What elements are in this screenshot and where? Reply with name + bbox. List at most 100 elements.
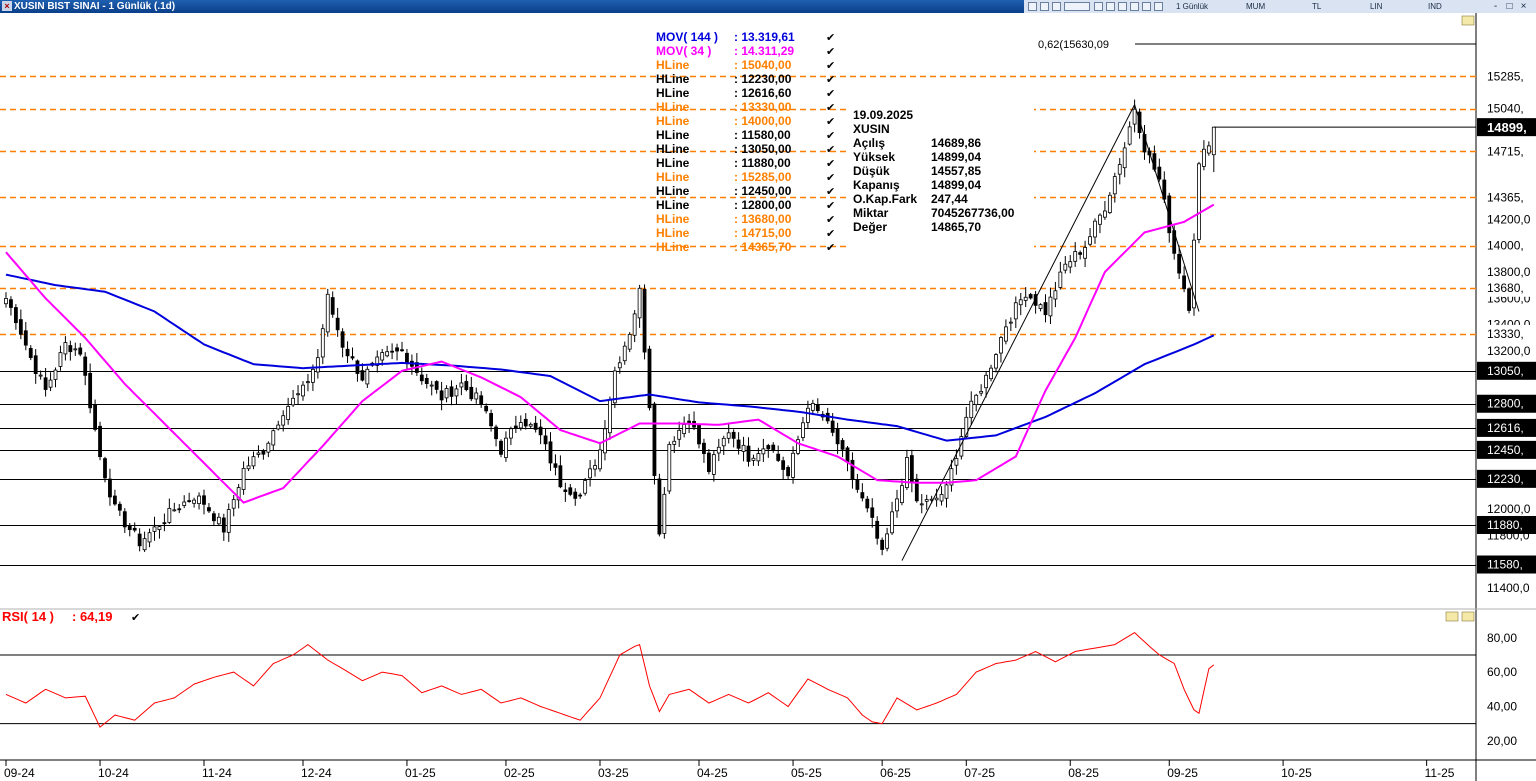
candle-body (741, 444, 746, 452)
candle-body (766, 445, 771, 450)
candle-body (78, 347, 83, 355)
candle-body (1211, 126, 1216, 156)
candle-body (1093, 220, 1097, 238)
candle-body (113, 495, 117, 505)
period-selector[interactable]: 1 Günlük (1176, 2, 1209, 11)
candle-body (122, 511, 127, 528)
candle-body (1167, 195, 1172, 234)
candle-body (528, 423, 533, 427)
candle-body (306, 381, 310, 384)
x-tick-label: 10-24 (98, 766, 129, 780)
candle-body (360, 370, 365, 381)
candle-body (776, 453, 781, 461)
info-symbol: XUSIN (853, 122, 890, 136)
legend-label: HLine (656, 156, 690, 170)
candle-body (608, 399, 612, 434)
candle-body (1177, 253, 1182, 274)
x-tick-label: 10-25 (1281, 766, 1312, 780)
candle-body (251, 456, 256, 467)
close-button[interactable]: × (1520, 1, 1527, 12)
trendline-down (1134, 104, 1200, 312)
info-key: Değer (853, 220, 887, 234)
candle-body (157, 526, 162, 530)
candle-body (1107, 194, 1112, 214)
candle-body (197, 495, 201, 505)
rsi-tick-label: 20,00 (1487, 734, 1517, 748)
line-icon[interactable] (1106, 2, 1115, 11)
candle-body (627, 334, 632, 350)
zoom-icon[interactable] (1040, 2, 1049, 11)
mov34-line (5, 203, 1215, 504)
x-tick-label: 07-25 (964, 766, 995, 780)
candle-body (1103, 210, 1107, 218)
candle-body (835, 428, 840, 445)
candle-body (459, 382, 464, 388)
candle-body (756, 453, 761, 462)
candle-body (563, 489, 568, 492)
legend-check-icon: ✔ (826, 32, 835, 44)
candle-body (375, 356, 380, 366)
candle-body (969, 400, 974, 419)
dropdown-icon[interactable] (1154, 2, 1163, 11)
channel-icon[interactable] (1130, 2, 1139, 11)
info-key: Miktar (853, 206, 889, 220)
candle-body (721, 437, 726, 447)
close-icon[interactable]: × (2, 1, 12, 11)
x-tick-label: 04-25 (697, 766, 728, 780)
candle-body (573, 491, 578, 499)
legend-label: HLine (656, 128, 690, 142)
candle-body (697, 424, 701, 445)
legend-check-icon: ✔ (826, 200, 835, 212)
hline-level-box (1477, 236, 1536, 255)
candle-body (543, 435, 548, 445)
hline-level-label: 11880, (1487, 518, 1523, 532)
candle-body (885, 533, 889, 549)
hline-level-box (1477, 278, 1536, 297)
minimize-button[interactable]: - (1493, 1, 1498, 12)
draw-icon[interactable] (1094, 2, 1103, 11)
candle-body (919, 503, 924, 506)
candle-body (791, 452, 795, 478)
candle-body (241, 468, 246, 490)
chart-type-icon[interactable] (1028, 2, 1037, 11)
rsi-close-icon (1461, 611, 1475, 622)
candle-body (424, 378, 429, 384)
candle-body (177, 508, 182, 511)
candle-body (736, 439, 741, 449)
x-tick-label: 06-25 (880, 766, 911, 780)
candle-body (479, 395, 484, 405)
candle-body (984, 374, 988, 389)
fib-icon[interactable] (1118, 2, 1127, 11)
candle-body (716, 446, 721, 454)
candle-body (68, 345, 73, 353)
candle-body (1192, 239, 1196, 309)
candle-body (598, 449, 602, 470)
restore-button[interactable]: □ (1506, 1, 1513, 12)
candle-body (13, 307, 18, 324)
candle-body (216, 516, 221, 525)
currency-selector[interactable]: TL (1312, 2, 1322, 11)
candle-body (98, 425, 102, 458)
hline-level-label: 13330, (1487, 327, 1524, 341)
style-selector[interactable]: MUM (1246, 2, 1266, 11)
candle-body (657, 478, 662, 535)
candle-body (474, 392, 479, 400)
settings-icon[interactable] (1052, 2, 1061, 11)
indicator-selector[interactable]: IND (1428, 2, 1442, 11)
info-key: Yüksek (853, 150, 895, 164)
candle-body (622, 345, 627, 362)
candle-body (508, 428, 513, 439)
legend-value: : 15040,00 (734, 58, 792, 72)
template-icon[interactable] (1064, 2, 1090, 11)
legend-value: : 14715,00 (734, 226, 792, 240)
text-icon[interactable] (1142, 2, 1151, 11)
rsi-value: : 64,19 (72, 609, 112, 624)
hline-level-label: 14715, (1487, 144, 1524, 158)
candle-body (4, 298, 8, 305)
legend-value: : 13680,00 (734, 212, 792, 226)
candle-body (662, 493, 667, 534)
info-value: 14899,04 (931, 150, 981, 164)
legend-check-icon: ✔ (826, 186, 835, 198)
chart-area[interactable]: 0,62(15630,0914200,013800,013600,013400,… (0, 13, 1536, 781)
scale-selector[interactable]: LIN (1370, 2, 1383, 11)
